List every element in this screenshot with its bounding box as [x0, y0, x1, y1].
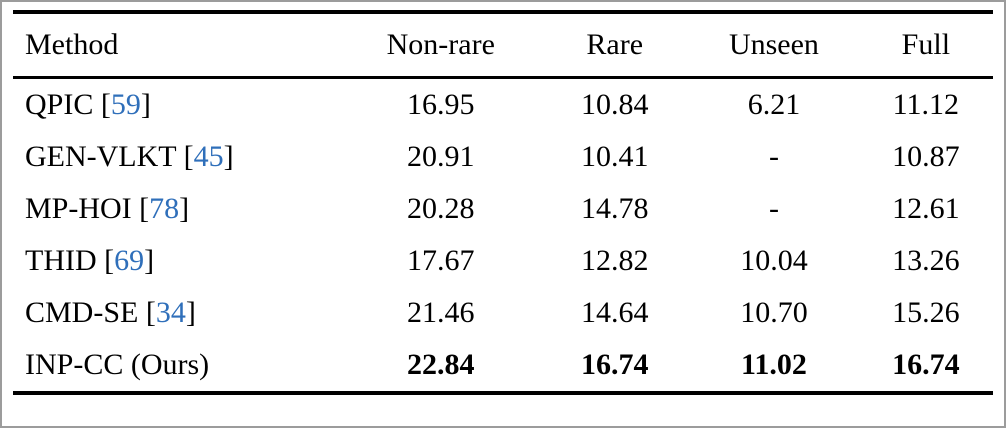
results-table: Method Non-rare Rare Unseen Full QPIC [5… — [13, 10, 993, 395]
table-header: Method Non-rare Rare Unseen Full — [13, 12, 993, 79]
value-cell: 10.84 — [580, 88, 649, 121]
value-cell: - — [768, 140, 779, 173]
method-cell: GEN-VLKT [45] — [25, 140, 234, 173]
citation-link[interactable]: 45 — [193, 140, 224, 173]
column-header-non-rare: Non-rare — [341, 12, 541, 79]
column-header-full: Full — [858, 12, 993, 79]
value-cell: 14.78 — [580, 192, 649, 225]
value-cell: 12.61 — [892, 192, 960, 225]
column-header-rare: Rare — [540, 12, 690, 79]
value-cell: 15.26 — [892, 296, 960, 329]
value-cell: 10.87 — [892, 140, 960, 173]
table-row: THID [69] 17.67 12.82 10.04 13.26 — [13, 235, 993, 287]
value-cell: 10.04 — [740, 244, 808, 277]
column-header-unseen: Unseen — [689, 12, 859, 79]
value-cell: 11.02 — [741, 348, 807, 381]
value-cell: 12.82 — [580, 244, 649, 277]
value-cell: - — [768, 192, 779, 225]
table-row: CMD-SE [34] 21.46 14.64 10.70 15.26 — [13, 287, 993, 339]
results-table-body: QPIC [59] 16.95 10.84 6.21 11.12 GEN-VLKT [45… — [13, 78, 993, 394]
value-cell: 14.64 — [580, 296, 649, 329]
value-cell: 21.46 — [407, 296, 475, 329]
value-cell: 11.12 — [892, 88, 960, 121]
method-cell: MP-HOI [78] — [25, 192, 190, 225]
value-cell: 22.84 — [407, 348, 475, 381]
value-cell: 10.70 — [740, 296, 808, 329]
table-row: MP-HOI [78] 20.28 14.78 - 12.61 — [13, 183, 993, 235]
value-cell: 16.74 — [892, 348, 960, 381]
citation-link[interactable]: 78 — [149, 192, 180, 225]
table-row: GEN-VLKT [45] 20.91 10.41 - 10.87 — [13, 131, 993, 183]
value-cell: 10.41 — [580, 140, 649, 173]
column-header-method: Method — [13, 12, 342, 79]
value-cell: 16.74 — [580, 348, 649, 381]
value-cell: 6.21 — [747, 88, 801, 121]
method-cell: THID [69] — [25, 244, 155, 277]
table-row: INP-CC (Ours) 22.84 16.74 11.02 16.74 — [13, 339, 993, 393]
method-cell: CMD-SE [34] — [25, 296, 196, 329]
value-cell: 16.95 — [407, 88, 475, 121]
value-cell: 20.91 — [407, 140, 475, 173]
citation-link[interactable]: 34 — [155, 296, 186, 329]
citation-link[interactable]: 59 — [110, 88, 141, 121]
citation-link[interactable]: 69 — [114, 244, 145, 277]
value-cell: 13.26 — [892, 244, 960, 277]
table-row: QPIC [59] 16.95 10.84 6.21 11.12 — [13, 78, 993, 132]
method-cell: QPIC [59] — [25, 88, 151, 121]
method-cell: INP-CC (Ours) — [25, 348, 210, 381]
value-cell: 17.67 — [407, 244, 475, 277]
value-cell: 20.28 — [407, 192, 475, 225]
header-row: Method Non-rare Rare Unseen Full — [13, 12, 993, 79]
